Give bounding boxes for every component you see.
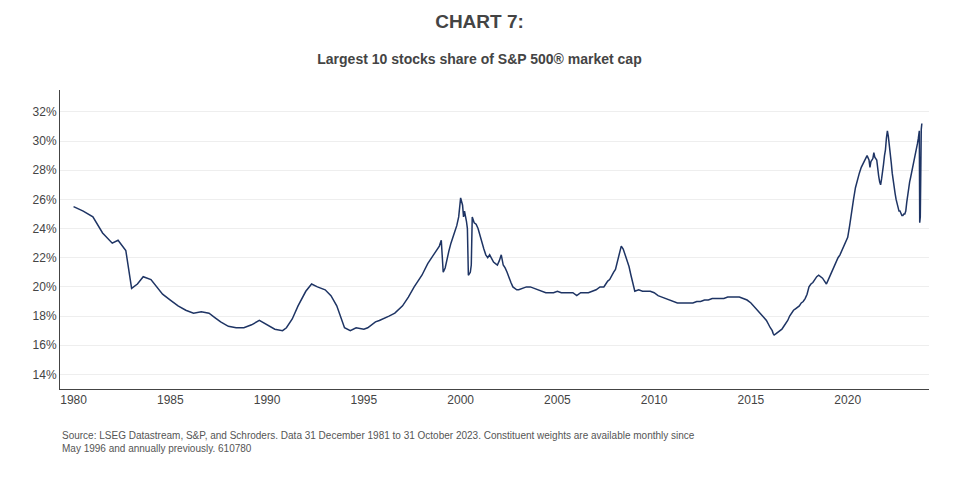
svg-text:2020: 2020 bbox=[834, 393, 861, 407]
svg-text:20%: 20% bbox=[33, 280, 57, 294]
svg-text:30%: 30% bbox=[33, 134, 57, 148]
svg-text:CHART 7:: CHART 7: bbox=[435, 11, 524, 32]
svg-text:32%: 32% bbox=[33, 105, 57, 119]
svg-text:1990: 1990 bbox=[254, 393, 281, 407]
svg-text:26%: 26% bbox=[33, 193, 57, 207]
svg-text:22%: 22% bbox=[33, 251, 57, 265]
svg-text:2010: 2010 bbox=[641, 393, 668, 407]
svg-text:1985: 1985 bbox=[157, 393, 184, 407]
svg-text:1995: 1995 bbox=[351, 393, 378, 407]
svg-text:28%: 28% bbox=[33, 163, 57, 177]
svg-text:16%: 16% bbox=[33, 338, 57, 352]
svg-text:18%: 18% bbox=[33, 309, 57, 323]
svg-text:24%: 24% bbox=[33, 222, 57, 236]
svg-text:1980: 1980 bbox=[60, 393, 87, 407]
svg-text:Source: LSEG Datastream, S&P,: Source: LSEG Datastream, S&P, and Schrod… bbox=[62, 430, 695, 454]
svg-text:Largest 10 stocks share of S&P: Largest 10 stocks share of S&P 500® mark… bbox=[317, 51, 641, 67]
svg-text:2000: 2000 bbox=[447, 393, 474, 407]
svg-text:2015: 2015 bbox=[738, 393, 765, 407]
svg-text:14%: 14% bbox=[33, 368, 57, 382]
svg-text:2005: 2005 bbox=[544, 393, 571, 407]
